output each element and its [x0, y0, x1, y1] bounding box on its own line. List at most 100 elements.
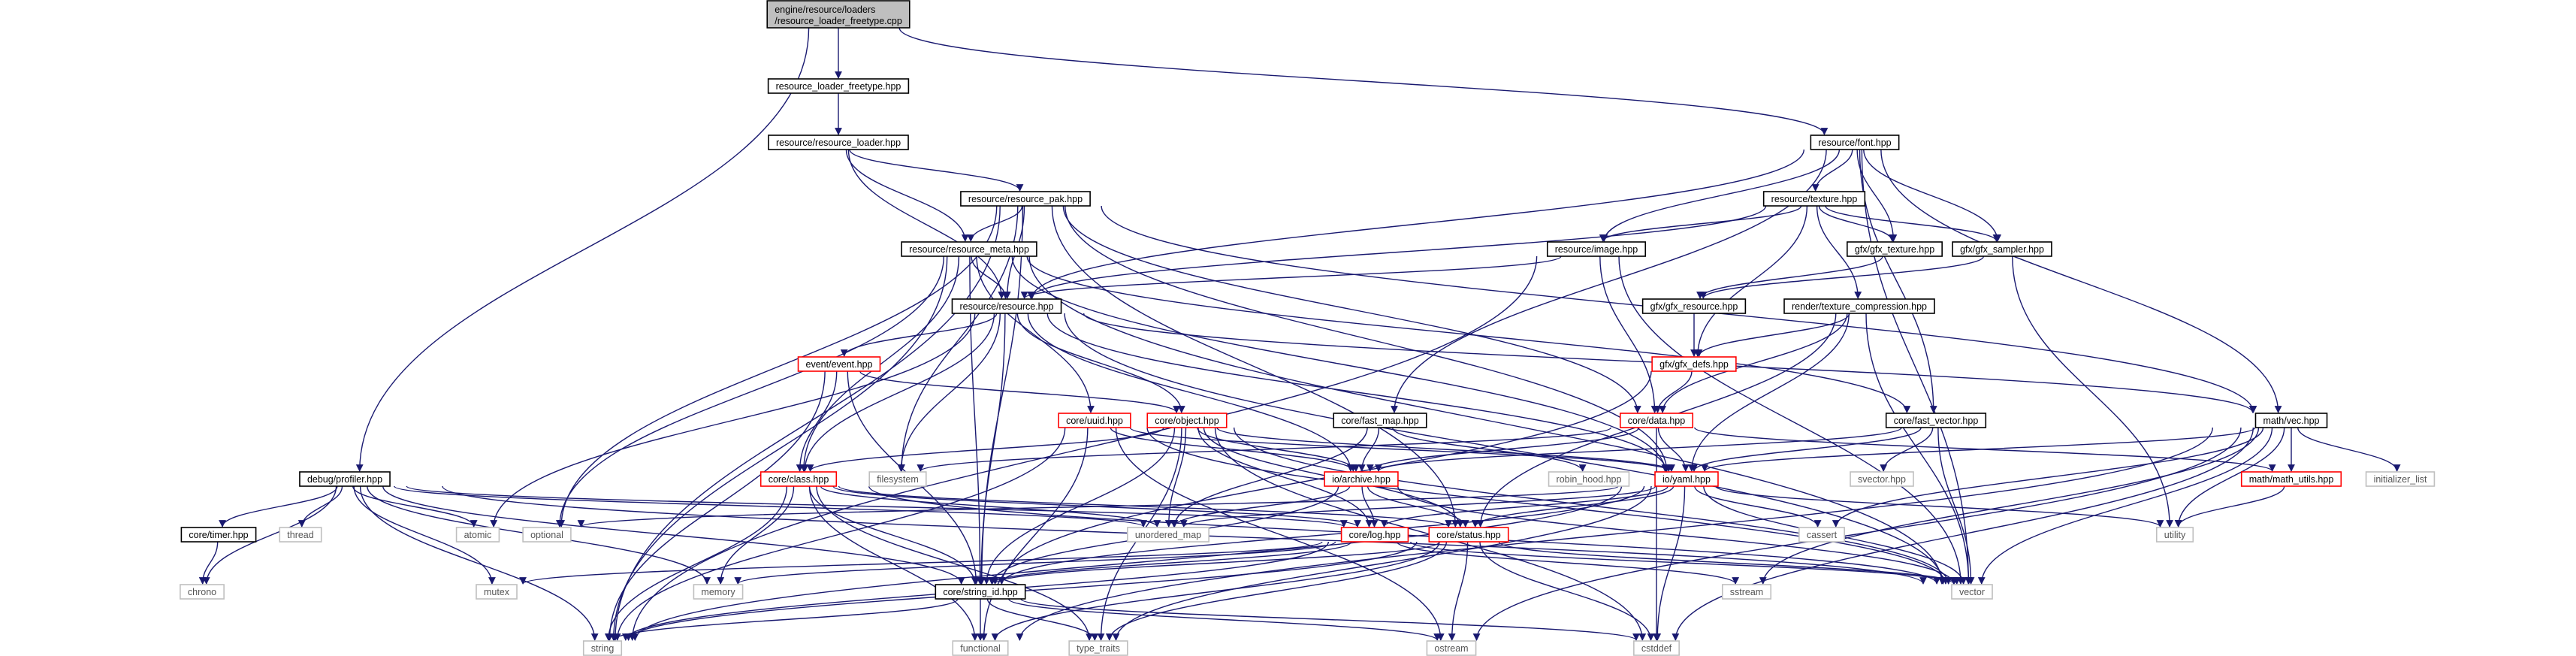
edge-stringid-to-typetraits: [986, 598, 1099, 641]
node-label: utility: [2164, 530, 2186, 540]
node-box: [1426, 640, 1477, 656]
node-mathutils[interactable]: math/math_utils.hpp: [2240, 471, 2342, 487]
node-root[interactable]: engine/resource/loaders/resource_loader_…: [766, 0, 911, 29]
node-label: core/log.hpp: [1349, 530, 1401, 540]
edge-texture-to-resource: [1027, 205, 1767, 299]
node-font[interactable]: resource/font.hpp: [1810, 135, 1900, 150]
node-box: [180, 584, 225, 600]
node-object[interactable]: core/object.hpp: [1146, 413, 1228, 428]
node-box: [693, 584, 744, 600]
edge-rtc-to-gfxdefs: [1695, 313, 1850, 357]
node-image[interactable]: resource/image.hpp: [1546, 241, 1647, 257]
node-meta[interactable]: resource/resource_meta.hpp: [901, 241, 1037, 257]
edge-vec-to-vector: [1977, 427, 2273, 585]
node-box: [901, 241, 1037, 257]
node-vector: vector: [1951, 584, 1993, 600]
node-label: atomic: [464, 530, 492, 540]
node-label: resource/resource.hpp: [959, 301, 1053, 312]
node-yaml[interactable]: io/yaml.hpp: [1654, 471, 1719, 487]
edge-rtc-to-yaml: [1688, 313, 1850, 472]
node-label: ostream: [1434, 643, 1468, 654]
edge-meta-to-string: [609, 255, 948, 641]
node-rrl[interactable]: resource/resource_loader.hpp: [768, 135, 909, 150]
node-fastvec[interactable]: core/fast_vector.hpp: [1885, 413, 1987, 428]
node-cassert: cassert: [1798, 527, 1845, 543]
node-fastmap[interactable]: core/fast_map.hpp: [1333, 413, 1427, 428]
node-gfxres[interactable]: gfx/gfx_resource.hpp: [1641, 298, 1747, 314]
node-box: [960, 191, 1091, 207]
node-box: [1850, 471, 1914, 487]
node-robin: robin_hood.hpp: [1548, 471, 1630, 487]
edge-resource-to-yaml: [1046, 313, 1670, 472]
node-box: [476, 584, 518, 600]
edge-texture-to-image: [1599, 205, 1802, 242]
node-box: [1810, 135, 1900, 150]
node-gfxdefs[interactable]: gfx/gfx_defs.hpp: [1651, 356, 1737, 372]
node-pak[interactable]: resource/resource_pak.hpp: [960, 191, 1091, 207]
edge-log-to-stringid: [989, 541, 1352, 585]
node-box: [1633, 640, 1680, 656]
edge-font-to-image: [1600, 149, 1841, 242]
node-gfxtex[interactable]: gfx/gfx_texture.hpp: [1847, 241, 1943, 257]
node-archive[interactable]: io/archive.hpp: [1324, 471, 1399, 487]
node-label: core/fast_map.hpp: [1341, 416, 1419, 426]
node-box: [760, 471, 838, 487]
node-box: [2240, 471, 2342, 487]
node-box: [455, 527, 500, 543]
node-box: [1721, 584, 1772, 600]
edge-status-to-cstddef: [1479, 541, 1655, 641]
node-data[interactable]: core/data.hpp: [1619, 413, 1694, 428]
node-class[interactable]: core/class.hpp: [760, 471, 838, 487]
node-box: [1068, 640, 1128, 656]
edge-object-to-log: [1197, 427, 1373, 528]
node-box: [952, 640, 1009, 656]
node-texture[interactable]: resource/texture.hpp: [1762, 191, 1866, 207]
edge-log-to-memory: [734, 541, 1336, 585]
edge-root-to-font: [898, 27, 1829, 135]
node-optional: optional: [522, 527, 572, 543]
node-event[interactable]: event/event.hpp: [797, 356, 881, 372]
edge-archive-to-vector: [1397, 485, 1958, 585]
node-status[interactable]: core/status.hpp: [1428, 527, 1509, 543]
node-timer[interactable]: core/timer.hpp: [180, 527, 257, 543]
node-rtc[interactable]: render/texture_compression.hpp: [1783, 298, 1935, 314]
node-vec[interactable]: math/vec.hpp: [2254, 413, 2328, 428]
node-label: optional: [530, 530, 563, 540]
node-box: [1548, 471, 1630, 487]
node-log[interactable]: core/log.hpp: [1340, 527, 1409, 543]
node-label: event/event.hpp: [806, 359, 873, 370]
node-box: [522, 527, 572, 543]
edge-status-to-functional: [991, 541, 1440, 641]
node-box: [1651, 356, 1737, 372]
edge-log-to-vector: [1410, 541, 1958, 585]
node-label: render/texture_compression.hpp: [1792, 301, 1927, 312]
node-box: [1340, 527, 1409, 543]
node-box: [279, 527, 322, 543]
node-box: [868, 471, 927, 487]
node-rlf[interactable]: resource_loader_freetype.hpp: [767, 78, 910, 94]
node-label: core/timer.hpp: [189, 530, 248, 540]
node-sampler[interactable]: gfx/gfx_sampler.hpp: [1952, 241, 2052, 257]
node-label: /resource_loader_freetype.cpp: [775, 16, 902, 26]
dependency-edges: [198, 27, 2401, 641]
node-box: [1762, 191, 1866, 207]
edge-object-to-archive: [1197, 427, 1360, 472]
edge-fastvec-to-archive: [1375, 427, 1902, 472]
node-box: [766, 0, 911, 29]
edge-profiler-to-chrono: [202, 485, 337, 585]
node-stringid[interactable]: core/string_id.hpp: [935, 584, 1026, 600]
node-box: [1428, 527, 1509, 543]
node-resource[interactable]: resource/resource.hpp: [951, 298, 1062, 314]
node-uuid[interactable]: core/uuid.hpp: [1058, 413, 1131, 428]
edge-yaml-to-cassert: [1694, 485, 1822, 528]
node-box: [1783, 298, 1935, 314]
node-label: core/string_id.hpp: [943, 587, 1017, 597]
node-box: [1127, 527, 1209, 543]
edge-resource-to-object: [1016, 313, 1185, 413]
edge-stringid-to-string: [610, 598, 959, 641]
edge-texture-to-sampler: [1825, 205, 2001, 242]
edge-vec-to-ostream: [1472, 427, 2242, 641]
node-profiler[interactable]: debug/profiler.hpp: [299, 471, 391, 487]
edge-data-to-filesystem: [917, 427, 1612, 472]
edge-vec-to-initlist: [2297, 427, 2401, 472]
